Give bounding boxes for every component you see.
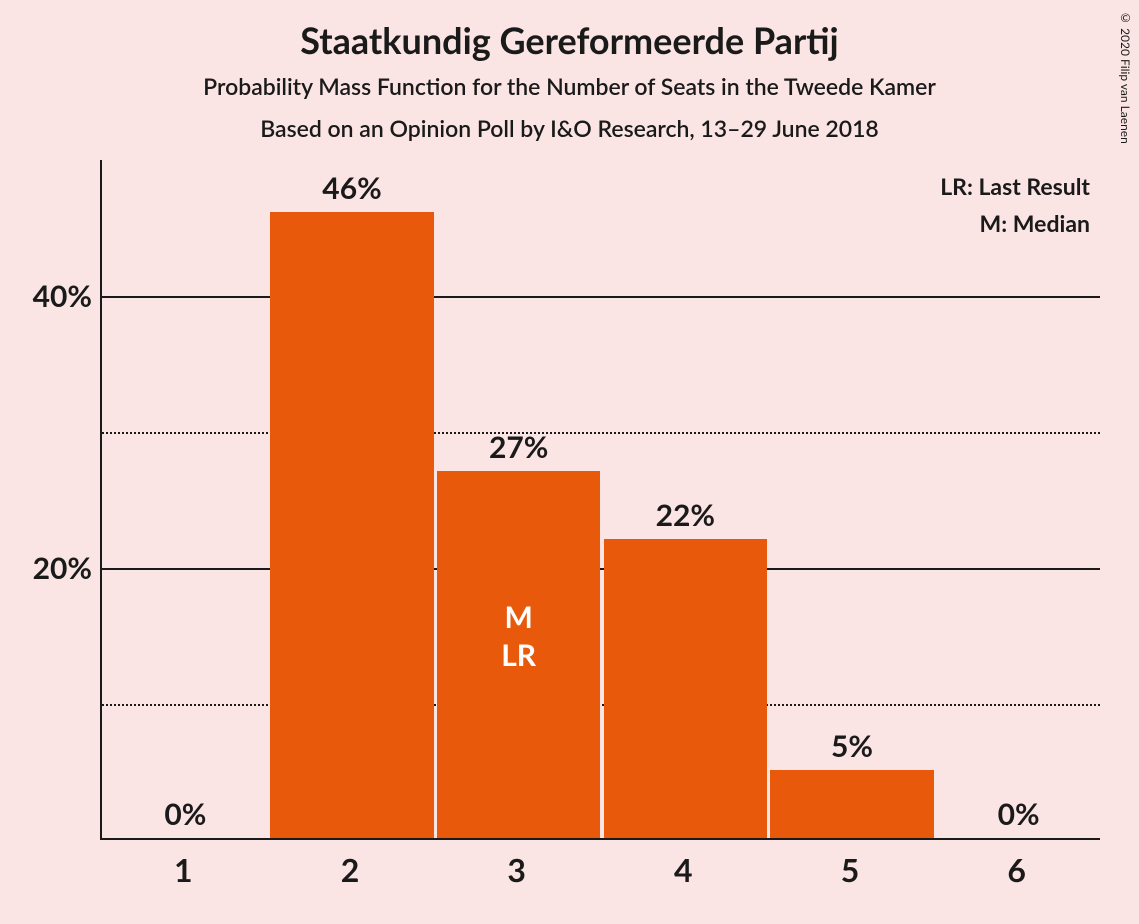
chart-title: Staatkundig Gereformeerde Partij (0, 0, 1139, 62)
legend-lr: LR: Last Result (940, 168, 1090, 205)
plot-region: LR: Last Result M: Median 20%40%0%46%27%… (100, 160, 1100, 840)
gridline (102, 296, 1100, 298)
bar-annotation: MLR (437, 599, 600, 674)
bar: 46% (270, 212, 433, 838)
copyright-text: © 2020 Filip van Laenen (1118, 10, 1133, 144)
legend: LR: Last Result M: Median (940, 168, 1090, 242)
bar: 5% (770, 770, 933, 838)
chart-subtitle-2: Based on an Opinion Poll by I&O Research… (0, 114, 1139, 142)
x-axis-tick-label: 2 (267, 850, 434, 889)
bar-value-label: 46% (270, 170, 433, 212)
bar-annotation-line: LR (437, 637, 600, 675)
x-axis-tick-label: 4 (600, 850, 767, 889)
x-axis-tick-label: 6 (933, 850, 1100, 889)
x-axis-tick-label: 1 (100, 850, 267, 889)
x-axis-tick-label: 3 (433, 850, 600, 889)
gridline (102, 568, 1100, 570)
x-axis-tick-label: 5 (767, 850, 934, 889)
bar: 22% (604, 539, 767, 838)
legend-m: M: Median (940, 205, 1090, 242)
y-axis-tick-label: 20% (12, 550, 92, 586)
bar-value-label: 0% (104, 796, 267, 838)
chart-area: LR: Last Result M: Median 20%40%0%46%27%… (100, 160, 1100, 900)
chart-subtitle: Probability Mass Function for the Number… (0, 72, 1139, 100)
bar-value-label: 27% (437, 429, 600, 471)
bar-value-label: 22% (604, 497, 767, 539)
gridline (102, 432, 1100, 434)
gridline (102, 704, 1100, 706)
bar-annotation-line: M (437, 599, 600, 637)
bar-value-label: 0% (937, 796, 1100, 838)
y-axis-tick-label: 40% (12, 278, 92, 314)
bar-value-label: 5% (770, 728, 933, 770)
